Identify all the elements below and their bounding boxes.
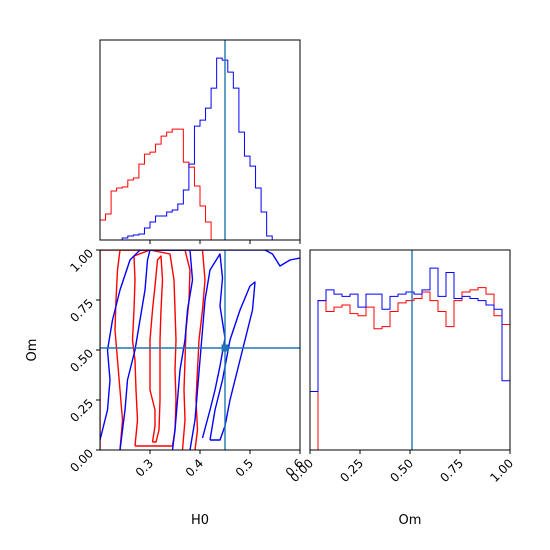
y-axis-label-om: Om xyxy=(25,339,40,362)
om-hist-series-1 xyxy=(309,267,511,450)
contour-0-2 xyxy=(114,250,191,450)
om-hist-x-tick-label: 0.75 xyxy=(437,456,466,485)
contour-x-tick-label: 0.4 xyxy=(183,456,206,479)
contour-y-tick-label: 0.75 xyxy=(67,296,96,325)
panel-h0-om-contour: 0.3 0.4 0.5 0.60.000.250.500.751.00 xyxy=(67,246,306,479)
contour-1-1 xyxy=(189,253,226,450)
contour-1-3 xyxy=(100,250,300,441)
contour-x-tick-label: 0.3 xyxy=(133,456,156,479)
om-hist-x-tick-label: 0.25 xyxy=(337,456,366,485)
om-hist-series-0 xyxy=(310,287,511,451)
contour-y-tick-label: 1.00 xyxy=(67,246,96,275)
contour-1-2 xyxy=(119,250,194,450)
x-axis-label-om: Om xyxy=(399,513,422,528)
contour-0-0 xyxy=(149,255,164,443)
contour-x-tick-label: 0.5 xyxy=(233,456,256,479)
x-axis-label-h0: H0 xyxy=(191,513,209,528)
contour-area xyxy=(100,250,300,450)
contour-1-0 xyxy=(209,281,256,441)
contour-0-3 xyxy=(100,250,206,450)
om-hist-x-tick-label: 1.00 xyxy=(487,456,516,485)
om-hist-x-tick-label: 0.50 xyxy=(387,456,416,485)
contour-0-1 xyxy=(131,250,177,447)
contour-y-tick-label: 0.50 xyxy=(67,346,96,375)
h0-hist-frame xyxy=(99,39,301,241)
panel-h0-marginal xyxy=(99,39,301,244)
h0-hist-series-0 xyxy=(99,128,300,241)
contour-y-tick-label: 0.00 xyxy=(67,446,96,475)
panel-om-marginal: 0.00 0.25 0.50 0.75 1.00 xyxy=(287,249,516,485)
h0-hist-series-1 xyxy=(100,57,300,241)
truth-marker xyxy=(221,344,229,352)
contour-frame xyxy=(99,249,301,451)
om-hist-frame xyxy=(309,249,511,451)
contour-y-tick-label: 0.25 xyxy=(67,396,96,425)
